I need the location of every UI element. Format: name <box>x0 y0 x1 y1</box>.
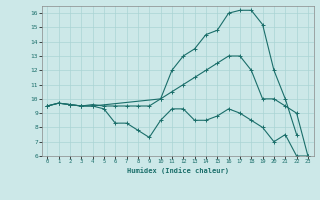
X-axis label: Humidex (Indice chaleur): Humidex (Indice chaleur) <box>127 167 228 174</box>
